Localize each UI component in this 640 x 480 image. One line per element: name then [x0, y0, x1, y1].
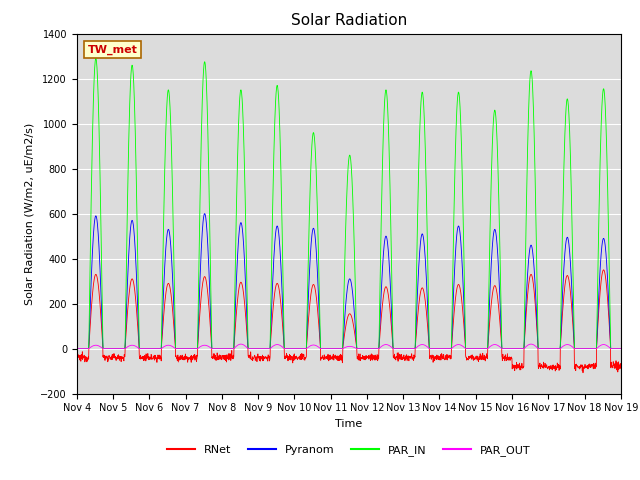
PAR_OUT	[584, 346, 592, 351]
PAR_OUT	[617, 346, 625, 351]
Legend: RNet, Pyranom, PAR_IN, PAR_OUT: RNet, Pyranom, PAR_IN, PAR_OUT	[163, 440, 534, 460]
RNet	[225, 357, 232, 363]
Y-axis label: Solar Radiation (W/m2, uE/m2/s): Solar Radiation (W/m2, uE/m2/s)	[25, 122, 35, 305]
RNet	[584, 366, 592, 372]
RNet	[376, 328, 384, 334]
Line: RNet: RNet	[77, 270, 621, 372]
PAR_OUT	[376, 345, 384, 350]
X-axis label: Time: Time	[335, 419, 362, 429]
PAR_IN	[225, 346, 232, 351]
PAR_IN	[92, 56, 100, 61]
PAR_OUT	[225, 346, 232, 351]
Pyranom	[617, 346, 625, 351]
Title: Solar Radiation: Solar Radiation	[291, 13, 407, 28]
RNet	[365, 355, 372, 360]
Pyranom	[569, 311, 577, 316]
PAR_IN	[376, 260, 384, 266]
Line: Pyranom: Pyranom	[77, 214, 621, 348]
Pyranom	[365, 346, 372, 351]
RNet	[617, 364, 625, 370]
PAR_IN	[617, 346, 625, 351]
RNet	[579, 370, 587, 375]
Pyranom	[225, 346, 232, 351]
Line: PAR_OUT: PAR_OUT	[77, 344, 621, 348]
RNet	[569, 319, 577, 324]
PAR_IN	[569, 266, 577, 272]
PAR_OUT	[365, 346, 372, 351]
Text: TW_met: TW_met	[88, 44, 138, 55]
Pyranom	[73, 346, 81, 351]
RNet	[600, 267, 607, 273]
PAR_IN	[73, 346, 81, 351]
PAR_OUT	[73, 346, 81, 351]
PAR_IN	[507, 346, 515, 351]
RNet	[507, 357, 515, 362]
PAR_OUT	[527, 341, 535, 347]
PAR_IN	[365, 346, 372, 351]
Line: PAR_IN: PAR_IN	[77, 59, 621, 348]
PAR_OUT	[569, 345, 577, 350]
RNet	[73, 355, 81, 361]
Pyranom	[507, 346, 515, 351]
PAR_IN	[584, 346, 592, 351]
Pyranom	[201, 211, 209, 216]
Pyranom	[376, 309, 384, 314]
Pyranom	[584, 346, 592, 351]
PAR_OUT	[507, 346, 515, 351]
